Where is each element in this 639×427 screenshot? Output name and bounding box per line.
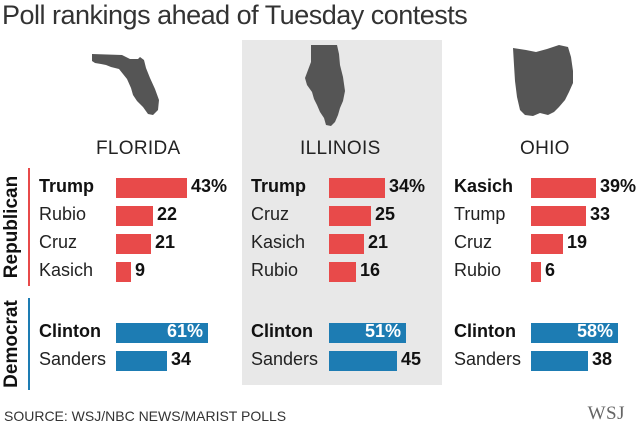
illinois-rep-bar [329, 234, 364, 254]
democrat-label: Democrat [1, 300, 22, 388]
illinois-rep-candidate: Rubio [251, 260, 299, 280]
illinois-dem-bar [329, 351, 397, 371]
ohio-rep-candidate: Kasich [454, 176, 514, 196]
illinois-rep-bar [329, 262, 356, 282]
illinois-dem-candidate: Sanders [251, 349, 319, 369]
florida-dem-bar [116, 323, 208, 343]
ohio-rep-bar [531, 262, 541, 282]
illinois-rep-bar [329, 178, 385, 198]
ohio-rep-candidate: Rubio [454, 260, 502, 280]
florida-rep-value: 9 [135, 260, 146, 280]
ohio-rep-bar [531, 178, 596, 198]
illinois-rep-value: 25 [375, 204, 396, 224]
ohio-dem-bar [531, 351, 588, 371]
florida-dem-bar [116, 351, 167, 371]
ohio-dem-bar [531, 323, 618, 343]
florida-map-icon [92, 54, 159, 115]
florida-rep-candidate: Cruz [39, 232, 78, 252]
illinois-rep-value: 21 [368, 232, 389, 252]
state-name-illinois: ILLINOIS [300, 138, 381, 159]
illinois-rep-candidate: Trump [251, 176, 307, 196]
illinois-rep-value: 16 [360, 260, 381, 280]
florida-rep-value: 21 [155, 232, 176, 252]
ohio-map-icon [513, 45, 573, 116]
ohio-rep-bar [531, 206, 586, 226]
florida-rep-candidate: Trump [39, 176, 95, 196]
wsj-logo: WSJ [587, 403, 625, 424]
florida-rep-value: 22 [157, 204, 178, 224]
florida-dem-value: 34 [171, 349, 192, 369]
ohio-rep-value: 39% [600, 176, 637, 196]
florida-rep-bar [116, 262, 131, 282]
democrat-divider [28, 298, 30, 390]
illinois-rep-candidate: Cruz [251, 204, 290, 224]
florida-rep-bar [116, 206, 153, 226]
chart-title: Poll rankings ahead of Tuesday contests [2, 0, 468, 30]
ohio-dem-value: 38 [592, 349, 613, 369]
republican-divider [28, 168, 30, 286]
ohio-dem-candidate: Clinton [454, 321, 516, 341]
ohio-rep-bar [531, 234, 563, 254]
florida-rep-value: 43% [191, 176, 228, 196]
illinois-dem-bar [329, 323, 406, 343]
illinois-rep-value: 34% [389, 176, 426, 196]
ohio-rep-value: 19 [567, 232, 588, 252]
florida-rep-candidate: Kasich [39, 260, 94, 280]
ohio-rep-candidate: Trump [454, 204, 506, 224]
florida-dem-candidate: Clinton [39, 321, 101, 341]
illinois-dem-candidate: Clinton [251, 321, 313, 341]
source-note: SOURCE: WSJ/NBC NEWS/MARIST POLLS [4, 408, 287, 424]
florida-rep-candidate: Rubio [39, 204, 87, 224]
ohio-rep-value: 6 [545, 260, 556, 280]
florida-dem-value: 61% [166, 321, 203, 341]
ohio-dem-candidate: Sanders [454, 349, 522, 369]
florida-rep-bar [116, 234, 151, 254]
state-name-florida: FLORIDA [96, 138, 181, 159]
florida-rep-bar [116, 178, 187, 198]
illinois-map-icon [305, 45, 345, 126]
ohio-rep-candidate: Cruz [454, 232, 493, 252]
state-name-ohio: OHIO [520, 138, 570, 159]
illinois-dem-value: 51% [364, 321, 401, 341]
republican-label: Republican [1, 175, 22, 279]
illinois-rep-candidate: Kasich [251, 232, 306, 252]
florida-dem-candidate: Sanders [39, 349, 107, 369]
illinois-dem-value: 45 [401, 349, 422, 369]
ohio-rep-value: 33 [590, 204, 611, 224]
ohio-dem-value: 58% [576, 321, 613, 341]
illinois-rep-bar [329, 206, 371, 226]
